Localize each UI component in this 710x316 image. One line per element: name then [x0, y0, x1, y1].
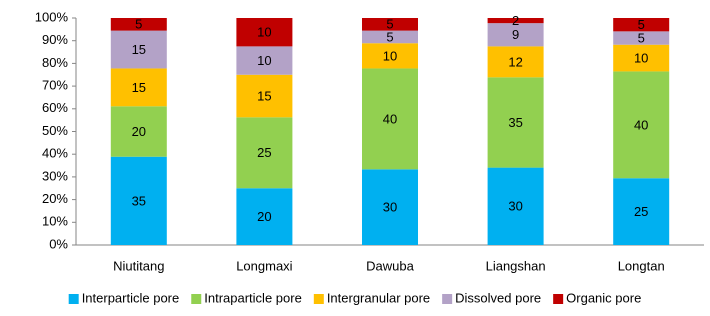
bar-segment — [236, 117, 293, 189]
x-tick-label: Dawuba — [366, 258, 414, 273]
data-label: 5 — [386, 29, 393, 44]
data-label: 10 — [634, 50, 648, 65]
bar-segment — [362, 169, 418, 245]
y-tick-label: 60% — [42, 100, 68, 115]
data-label: 20 — [257, 209, 271, 224]
data-label: 10 — [257, 53, 271, 68]
bar-segment — [613, 31, 670, 45]
bar-segment — [613, 178, 670, 245]
bar-segment — [487, 167, 544, 245]
bar-segment — [362, 43, 418, 69]
x-tick-label: Longmaxi — [236, 258, 292, 273]
y-tick-label: 20% — [42, 191, 68, 206]
data-label: 25 — [634, 204, 648, 219]
x-tick-label: Niutitang — [113, 258, 164, 273]
legend-label: Organic pore — [566, 290, 641, 305]
legend-swatch — [442, 294, 453, 304]
bar-segment — [487, 18, 544, 24]
data-label: 20 — [132, 124, 146, 139]
data-label: 30 — [383, 200, 397, 215]
bar-segment — [362, 30, 418, 44]
data-label: 25 — [257, 145, 271, 160]
bar-segment — [487, 77, 544, 168]
data-label: 40 — [634, 117, 648, 132]
data-label: 15 — [132, 80, 146, 95]
bar-segment — [236, 188, 293, 245]
data-label: 9 — [512, 27, 519, 42]
data-label: 5 — [386, 17, 393, 32]
data-label: 10 — [257, 25, 271, 40]
x-tick-label: Liangshan — [486, 258, 546, 273]
bar-segment — [110, 30, 167, 69]
y-tick-label: 100% — [35, 9, 69, 24]
y-tick-label: 90% — [42, 32, 68, 47]
y-tick-label: 10% — [42, 214, 68, 229]
bar-segment — [362, 18, 418, 31]
bar-segment — [236, 46, 293, 75]
bar-segment — [236, 74, 293, 118]
data-label: 5 — [135, 17, 142, 32]
y-tick-label: 80% — [42, 55, 68, 70]
data-label: 2 — [512, 13, 519, 28]
bar-segment — [613, 71, 670, 179]
bar-segment — [110, 18, 167, 31]
bar-segment — [613, 44, 670, 72]
x-tick-label: Longtan — [618, 258, 665, 273]
legend: Interparticle pore Intraparticle pore Inte… — [68, 290, 641, 305]
y-tick-label: 40% — [42, 146, 68, 161]
bar-segment — [110, 106, 167, 157]
data-label: 5 — [638, 17, 645, 32]
data-label: 15 — [132, 42, 146, 57]
y-tick-label: 0% — [49, 236, 68, 251]
data-label: 35 — [132, 193, 146, 208]
data-label: 30 — [508, 199, 522, 214]
data-label: 12 — [508, 54, 522, 69]
legend-swatch — [313, 294, 324, 304]
legend-label: Intraparticle pore — [204, 290, 302, 305]
bar-segment — [110, 156, 167, 245]
bar-segment — [613, 18, 670, 32]
y-tick-label: 50% — [42, 123, 68, 138]
data-label: 10 — [383, 48, 397, 63]
bar-segment — [487, 46, 544, 78]
bar-segment — [487, 23, 544, 47]
data-label: 15 — [257, 88, 271, 103]
bar-segment — [236, 18, 293, 47]
legend-label: Intergranular pore — [327, 290, 430, 305]
data-label: 5 — [638, 30, 645, 45]
legend-swatch — [553, 294, 564, 304]
bar-segment — [110, 68, 167, 107]
legend-label: Dissolved pore — [455, 290, 541, 305]
data-label: 35 — [508, 115, 522, 130]
bar-segment — [362, 68, 418, 170]
legend-swatch — [191, 294, 202, 304]
data-label: 40 — [383, 111, 397, 126]
y-tick-label: 30% — [42, 168, 68, 183]
legend-swatch — [68, 294, 79, 304]
y-tick-label: 70% — [42, 78, 68, 93]
legend-label: Interparticle pore — [82, 290, 180, 305]
